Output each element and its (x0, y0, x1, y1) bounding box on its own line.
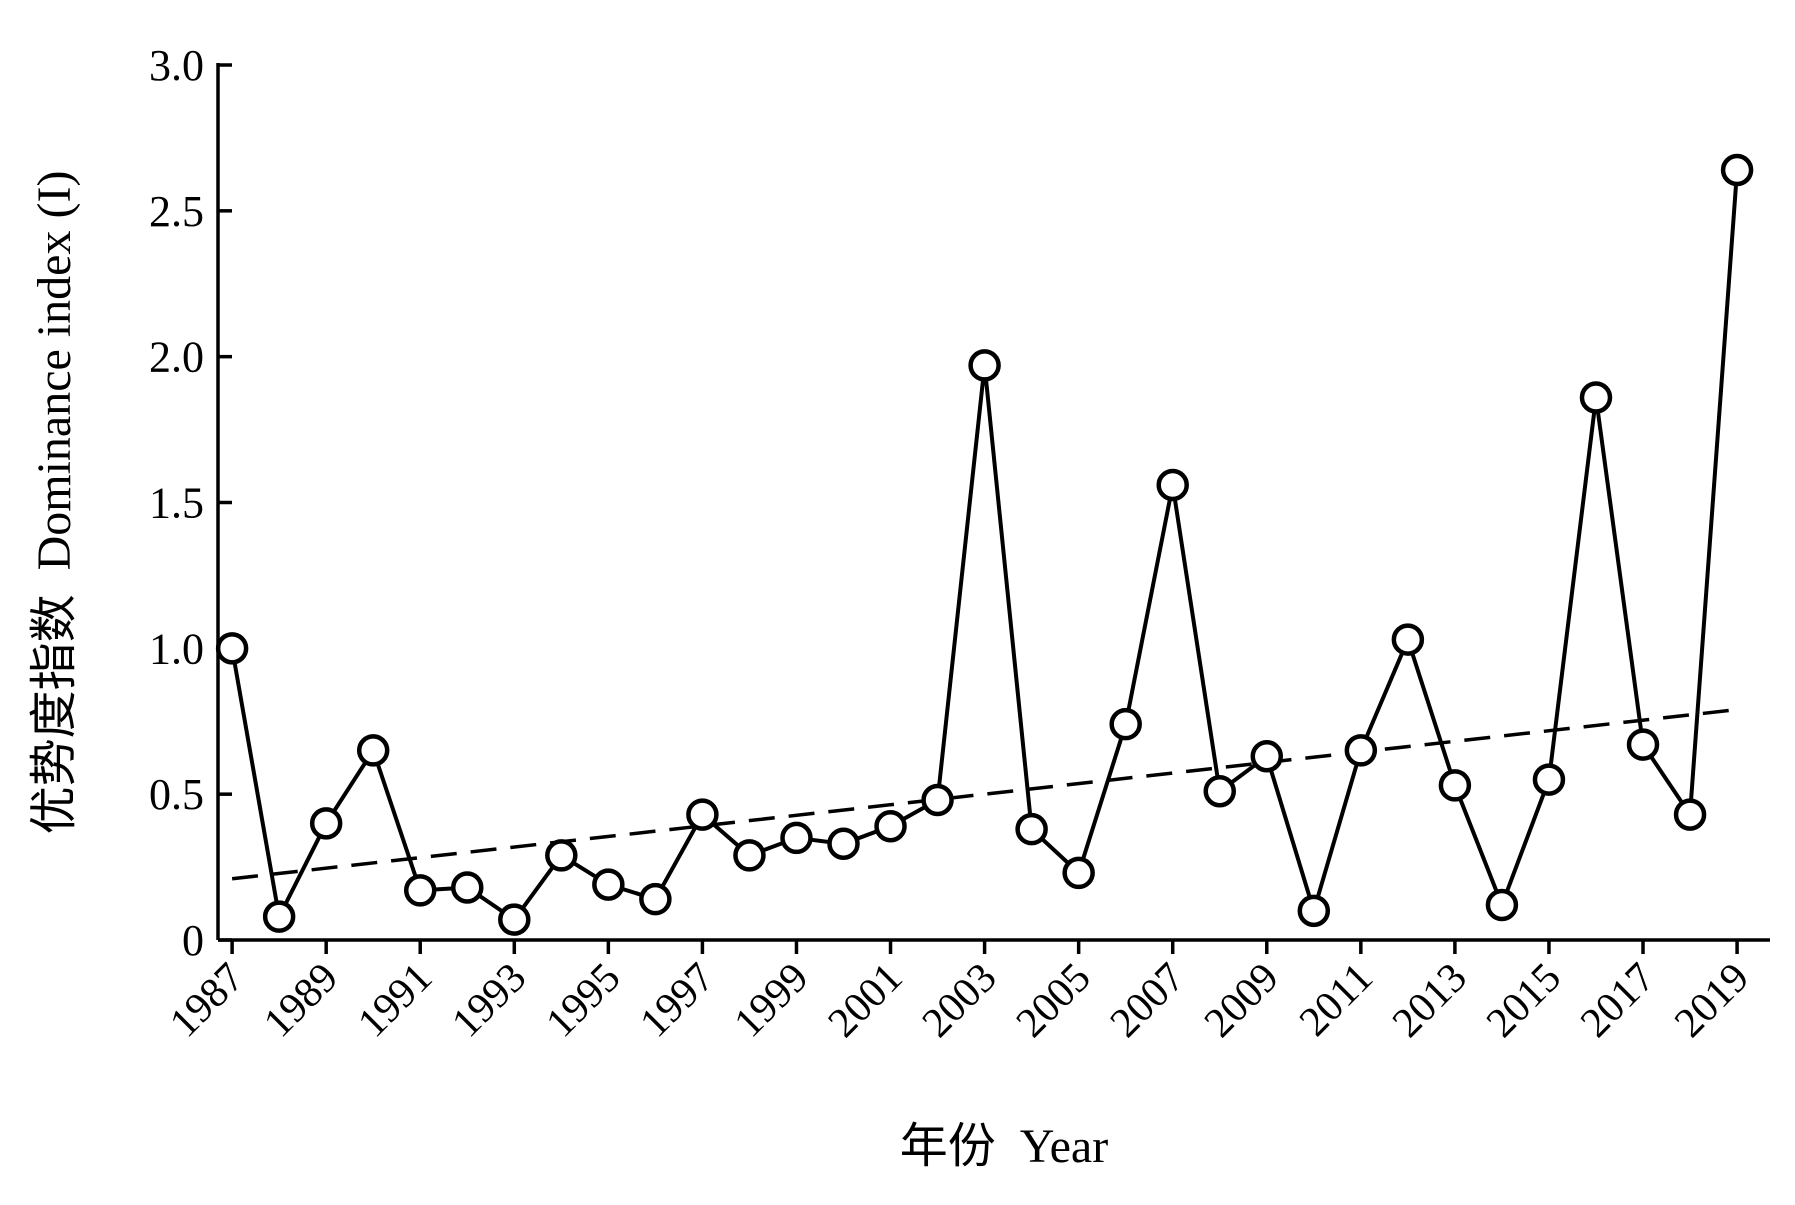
y-axis-title: 优势度指数 Dominance index (I) (28, 171, 81, 835)
data-point (968, 349, 1001, 382)
x-tick-label: 2013 (1384, 955, 1476, 1047)
data-point (262, 900, 296, 933)
data-point (1485, 888, 1519, 922)
data-point (545, 839, 578, 872)
data-point (309, 807, 343, 840)
x-tick-label: 2007 (1102, 955, 1194, 1047)
data-point (780, 821, 813, 855)
data-point (921, 783, 954, 817)
data-point (1438, 769, 1472, 802)
data-point (1626, 728, 1660, 761)
x-axis-ticks: 1987 1989 1991 1993 1995 1997 1999 2001 2003 2005… (161, 940, 1758, 1046)
data-point (1156, 468, 1189, 502)
x-tick-label: 1999 (726, 955, 818, 1047)
data-point (1109, 707, 1142, 741)
y-axis-ticks: 0 0.5 1.0 1.5 2.0 2.5 3.0 (149, 41, 232, 965)
x-tick-label: 2005 (1008, 955, 1100, 1047)
y-tick-label: 2.5 (149, 187, 204, 236)
series-group (215, 153, 1754, 936)
x-tick-label: 1991 (349, 955, 441, 1047)
data-point (498, 903, 531, 936)
x-tick-label: 2009 (1196, 955, 1288, 1047)
x-tick-label: 2011 (1291, 955, 1382, 1046)
axis-titles: 年份 Year 优势度指数 Dominance index (I) (28, 171, 1108, 1173)
x-tick-label: 1987 (161, 955, 253, 1047)
data-point (1203, 775, 1236, 808)
x-tick-label: 1997 (632, 955, 724, 1047)
data-point (733, 839, 766, 872)
y-tick-label: 0 (182, 916, 204, 965)
series-line (230, 169, 1740, 923)
x-axis-title: 年份 Year (900, 1120, 1108, 1173)
data-point (451, 871, 484, 904)
data-point (686, 798, 719, 831)
y-tick-label: 3.0 (149, 41, 204, 90)
data-point (1673, 798, 1707, 831)
y-tick-label: 1.0 (149, 624, 204, 673)
data-point (592, 868, 625, 901)
y-tick-label: 0.5 (149, 770, 204, 819)
x-tick-label: 2003 (914, 955, 1006, 1047)
x-tick-label: 2001 (820, 955, 912, 1047)
data-point (1391, 623, 1425, 656)
data-point (1532, 763, 1566, 796)
data-point (1579, 381, 1613, 414)
data-point (215, 632, 249, 665)
data-point (1250, 740, 1284, 773)
x-tick-label: 1995 (537, 955, 629, 1047)
data-point (1015, 812, 1048, 846)
x-tick-label: 1989 (255, 955, 347, 1047)
data-point (1344, 734, 1378, 767)
x-tick-label: 2015 (1478, 955, 1570, 1047)
data-point (1720, 153, 1754, 187)
data-point (403, 874, 437, 907)
trend-line (231, 707, 1738, 881)
data-point (874, 810, 907, 843)
data-point (1297, 894, 1331, 928)
data-point (639, 882, 672, 916)
x-tick-label: 1993 (443, 955, 535, 1047)
x-tick-label: 2019 (1666, 955, 1758, 1047)
y-tick-label: 2.0 (149, 333, 204, 382)
data-point (356, 734, 390, 767)
data-point (1062, 856, 1095, 890)
trend-line-group (231, 707, 1738, 881)
y-tick-label: 1.5 (149, 479, 204, 528)
data-point (827, 827, 860, 860)
x-tick-label: 2017 (1572, 955, 1664, 1047)
